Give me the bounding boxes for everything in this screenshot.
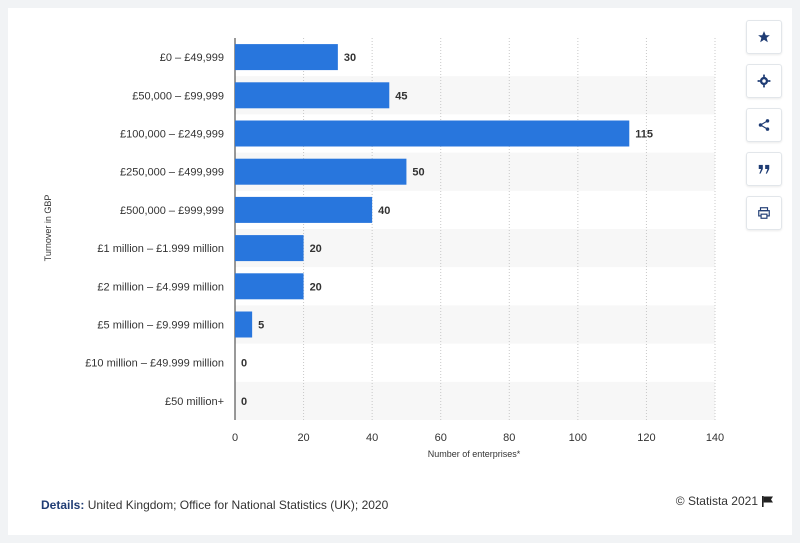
row-band <box>235 229 715 268</box>
x-tick-label: 60 <box>435 432 447 444</box>
value-label: 20 <box>310 243 322 255</box>
x-tick-label: 40 <box>366 432 378 444</box>
value-label: 50 <box>412 167 424 179</box>
sidebar-toolbar <box>746 20 782 240</box>
bar[interactable] <box>235 44 338 71</box>
x-axis-title: Number of enterprises* <box>428 449 521 459</box>
x-tick-label: 140 <box>706 432 724 444</box>
category-label: £5 million – £9.999 million <box>97 320 224 332</box>
category-label: £0 – £49,999 <box>160 52 224 64</box>
x-tick-label: 100 <box>569 432 587 444</box>
bar[interactable] <box>235 120 630 147</box>
share-button[interactable] <box>746 108 782 142</box>
settings-button[interactable] <box>746 64 782 98</box>
value-label: 20 <box>310 281 322 293</box>
value-label: 0 <box>241 396 247 408</box>
statista-credit[interactable]: © Statista 2021 <box>676 494 774 508</box>
gear-icon <box>757 74 771 88</box>
value-label: 40 <box>378 205 390 217</box>
category-label: £500,000 – £999,999 <box>120 205 224 217</box>
x-tick-label: 80 <box>503 432 515 444</box>
print-button[interactable] <box>746 196 782 230</box>
bar[interactable] <box>235 82 390 109</box>
category-label: £10 million – £49.999 million <box>85 358 224 370</box>
x-tick-label: 120 <box>637 432 655 444</box>
y-axis-title: Turnover in GBP <box>43 195 53 262</box>
value-label: 5 <box>258 320 264 332</box>
value-label: 45 <box>395 90 407 102</box>
quote-icon <box>758 164 770 174</box>
bar[interactable] <box>235 273 304 300</box>
star-icon <box>758 31 770 43</box>
category-label: £100,000 – £249,999 <box>120 129 224 141</box>
value-label: 30 <box>344 52 356 64</box>
bar[interactable] <box>235 235 304 262</box>
print-icon <box>758 207 770 219</box>
details-key: Details: <box>41 498 85 512</box>
x-tick-label: 20 <box>297 432 309 444</box>
category-label: £50,000 – £99,999 <box>132 90 224 102</box>
credit-text: © Statista 2021 <box>675 494 758 508</box>
x-tick-labels: 0 20 40 60 80 100 120 140 <box>232 432 724 444</box>
bar[interactable] <box>235 311 253 338</box>
favorite-button[interactable] <box>746 20 782 54</box>
value-label: 0 <box>241 358 247 370</box>
bar[interactable] <box>235 196 373 223</box>
bar[interactable] <box>235 158 407 185</box>
flag-icon <box>762 495 773 507</box>
category-label: £250,000 – £499,999 <box>120 167 224 179</box>
share-icon <box>758 119 770 131</box>
row-bands <box>235 76 715 420</box>
category-label: £2 million – £4.999 million <box>97 281 224 293</box>
category-label: £1 million – £1.999 million <box>97 243 224 255</box>
row-band <box>235 381 715 420</box>
row-band <box>235 305 715 344</box>
value-label: 115 <box>635 129 653 141</box>
x-tick-label: 0 <box>232 432 238 444</box>
category-labels: £0 – £49,999 £50,000 – £99,999 £100,000 – … <box>85 52 224 408</box>
details-footer: Details: United Kingdom; Office for Nati… <box>41 498 388 512</box>
category-label: £50 million+ <box>165 396 224 408</box>
bars <box>235 44 630 338</box>
cite-button[interactable] <box>746 152 782 186</box>
details-text: United Kingdom; Office for National Stat… <box>87 498 389 512</box>
